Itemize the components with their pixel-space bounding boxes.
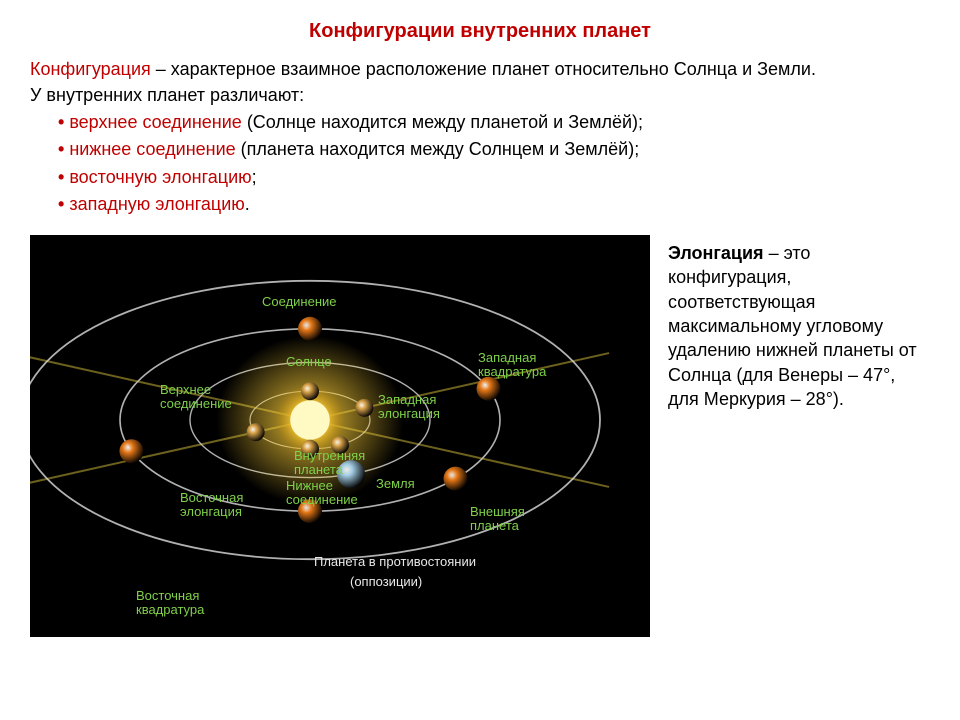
diagram-label: Нижнеесоединение — [286, 479, 358, 508]
diagram-label: Внешняяпланета — [470, 505, 525, 534]
intro-rest: – характерное взаимное расположение план… — [151, 59, 816, 79]
list-item-highlight: верхнее соединение — [69, 112, 242, 132]
orbit-svg — [30, 235, 650, 637]
list-item: нижнее соединение (планета находится меж… — [58, 137, 930, 162]
intro-paragraph: Конфигурация – характерное взаимное расп… — [30, 57, 930, 81]
intro-highlight: Конфигурация — [30, 59, 151, 79]
content-row: Соединение Солнце Верхнеесоединение Западна… — [30, 235, 930, 637]
orbit-diagram: Соединение Солнце Верхнеесоединение Западна… — [30, 235, 650, 637]
list-item: верхнее соединение (Солнце находится меж… — [58, 110, 930, 135]
diagram-label: Верхнеесоединение — [160, 383, 232, 412]
diagram-label: Планета в противостоянии — [314, 555, 476, 569]
list-item-rest: (планета находится между Солнцем и Землё… — [236, 139, 640, 159]
diagram-label: Солнце — [286, 355, 332, 369]
list-item: восточную элонгацию; — [58, 165, 930, 190]
list-intro: У внутренних планет различают: — [30, 85, 930, 106]
list-item-rest: ; — [252, 167, 257, 187]
list-item-rest: . — [245, 194, 250, 214]
diagram-label: Западнаяквадратура — [478, 351, 546, 380]
list-item: западную элонгацию. — [58, 192, 930, 217]
page-title: Конфигурации внутренних планет — [30, 20, 930, 43]
elongation-definition: Элонгация – это конфигурация, соответств… — [668, 235, 930, 637]
diagram-label: Западнаяэлонгация — [378, 393, 440, 422]
config-list: верхнее соединение (Солнце находится меж… — [30, 110, 930, 217]
diagram-label: Восточнаяквадратура — [136, 589, 204, 618]
diagram-label: Восточнаяэлонгация — [180, 491, 243, 520]
diagram-label: Земля — [376, 477, 415, 491]
list-item-rest: (Солнце находится между планетой и Землё… — [242, 112, 643, 132]
diagram-label: (оппозиции) — [350, 575, 422, 589]
list-item-highlight: западную элонгацию — [69, 194, 244, 214]
side-bold: Элонгация — [668, 243, 764, 263]
list-item-highlight: нижнее соединение — [69, 139, 235, 159]
diagram-label: Внутренняяпланета — [294, 449, 365, 478]
list-item-highlight: восточную элонгацию — [69, 167, 251, 187]
side-rest: – это конфигурация, соответствующая макс… — [668, 243, 917, 409]
diagram-label: Соединение — [262, 295, 337, 309]
